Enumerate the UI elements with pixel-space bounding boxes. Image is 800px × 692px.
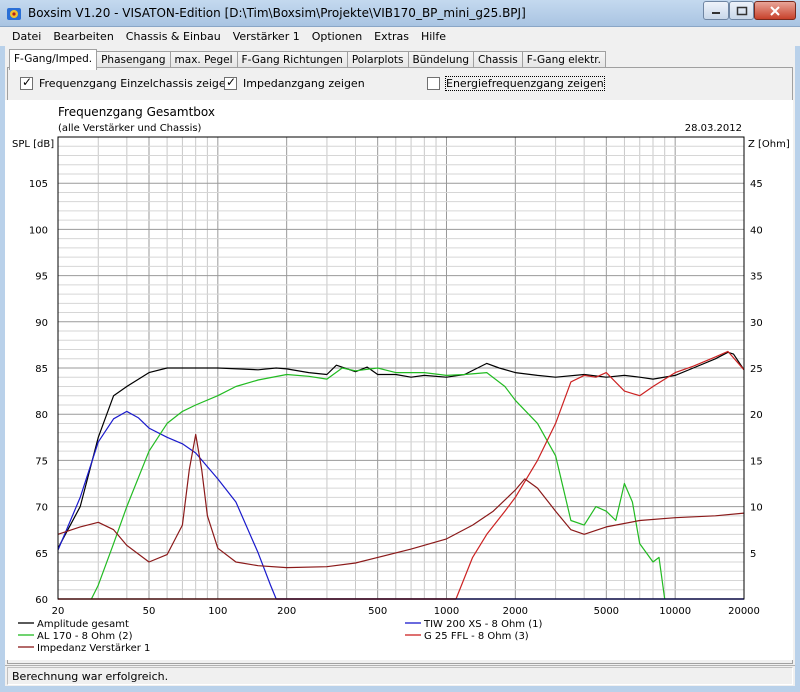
title-bar: Boxsim V1.20 - VISATON-Edition [D:\Tim\B… <box>0 0 800 27</box>
minimize-button[interactable] <box>703 1 729 20</box>
client-area: F-Gang/Imped. Phasengang max. Pegel F-Ga… <box>5 46 795 686</box>
maximize-icon <box>736 6 747 15</box>
checkbox-energie[interactable]: Energiefrequenzgang zeigen <box>427 76 605 91</box>
checkbox-impedanz[interactable]: Impedanzgang zeigen <box>224 75 365 90</box>
menu-hilfe[interactable]: Hilfe <box>420 30 446 43</box>
checkbox-einzelchassis[interactable]: Frequenzgang Einzelchassis zeigen <box>20 75 233 90</box>
status-text: Berechnung war erfolgreich. <box>7 667 793 685</box>
checkbox-einzelchassis-label: Frequenzgang Einzelchassis zeigen <box>39 77 233 90</box>
tab-chassis[interactable]: Chassis <box>473 51 523 69</box>
menu-datei[interactable]: Datei <box>12 30 42 43</box>
menu-optionen[interactable]: Optionen <box>311 30 363 43</box>
checkbox-impedanz-box[interactable] <box>224 75 237 90</box>
tab-fgang-richtungen[interactable]: F-Gang Richtungen <box>236 51 348 69</box>
tab-fgang-imped[interactable]: F-Gang/Imped. <box>9 49 98 70</box>
menu-extras[interactable]: Extras <box>374 30 409 43</box>
window-title: Boxsim V1.20 - VISATON-Edition [D:\Tim\B… <box>28 6 526 20</box>
tab-panel: Frequenzgang Einzelchassis zeigen Impeda… <box>7 67 793 664</box>
menu-chassis-einbau[interactable]: Chassis & Einbau <box>125 30 221 43</box>
status-bar: Berechnung war erfolgreich. <box>5 665 795 686</box>
app-icon <box>7 8 21 20</box>
checkbox-einzelchassis-box[interactable] <box>20 75 33 90</box>
close-icon <box>770 5 780 16</box>
menu-verstaerker[interactable]: Verstärker 1 <box>232 30 300 43</box>
tab-strip: F-Gang/Imped. Phasengang max. Pegel F-Ga… <box>9 49 606 70</box>
close-button[interactable] <box>754 1 796 20</box>
tab-polarplots[interactable]: Polarplots <box>346 51 409 69</box>
menu-bar: Datei Bearbeiten Chassis & Einbau Verstä… <box>0 27 800 46</box>
checkbox-energie-box[interactable] <box>427 77 440 90</box>
tab-max-pegel[interactable]: max. Pegel <box>169 51 238 69</box>
maximize-button[interactable] <box>729 1 754 20</box>
tab-fgang-elektr[interactable]: F-Gang elektr. <box>521 51 606 69</box>
menu-bearbeiten[interactable]: Bearbeiten <box>53 30 114 43</box>
checkbox-energie-label: Energiefrequenzgang zeigen <box>445 76 605 91</box>
checkbox-impedanz-label: Impedanzgang zeigen <box>243 77 365 90</box>
minimize-icon <box>712 11 720 14</box>
